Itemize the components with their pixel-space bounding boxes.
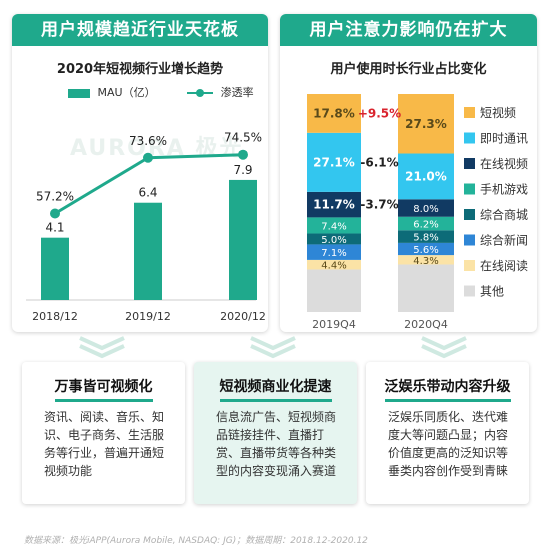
share-data-label: 4.3% xyxy=(413,256,438,267)
card-content-upgrade: 泛娱乐带动内容升级 泛娱乐同质化、迭代难度大等问题凸显；内容价值度更高的泛知识等… xyxy=(366,362,529,504)
legend-swatch xyxy=(464,260,475,271)
share-segment xyxy=(398,230,454,243)
share-chart: 4.4% 7.1% 5.0% 7.4% 11.7% 27.1% 17.8% 2019Q4 4.3… xyxy=(307,94,528,331)
legend-swatch xyxy=(464,234,475,246)
share-segment xyxy=(307,94,361,133)
mau-data-label: 7.9 xyxy=(233,163,252,177)
growth-legend: MAU（亿） 渗透率 xyxy=(68,84,254,100)
chevron-down-icon xyxy=(79,336,125,359)
share-segment xyxy=(307,217,361,234)
attention-panel: 用户注意力影响仍在扩大 用户使用时长行业占比变化 4.4% 7.1% 5.0% 7.4… xyxy=(280,14,537,332)
legend-swatch xyxy=(464,107,475,118)
mau-bar xyxy=(134,202,162,300)
share-segment xyxy=(398,94,454,154)
legend-swatch xyxy=(464,183,475,195)
card-title: 万事皆可视频化 xyxy=(54,376,153,402)
share-data-label: 5.6% xyxy=(413,245,438,256)
card-commercialization: 短视频商业化提速 信息流广告、短视频商品链接挂件、直播打赏、直播带货等各种类型的… xyxy=(194,362,357,504)
share-segment xyxy=(307,233,361,245)
penetration-point xyxy=(238,149,248,160)
card-body: 资讯、阅读、音乐、知识、电子商务、生活服务等行业，普遍开通短视频功能 xyxy=(44,410,165,478)
penetration-data-label: 57.2% xyxy=(36,190,74,204)
mau-legend-label: MAU（亿） xyxy=(97,86,156,99)
card-title: 短视频商业化提速 xyxy=(219,376,332,402)
share-data-label: 27.3% xyxy=(405,117,447,131)
share-data-label: 4.4% xyxy=(321,261,346,272)
share-segment xyxy=(307,132,361,192)
chevron-down-icon xyxy=(421,336,467,359)
mau-data-label: 6.4 xyxy=(138,186,157,200)
legend-label: 手机游戏 xyxy=(480,183,528,197)
legend-label: 在线阅读 xyxy=(480,259,528,273)
mau-bar xyxy=(41,237,69,300)
share-change-label: +9.5% xyxy=(358,106,401,120)
card-body: 泛娱乐同质化、迭代难度大等问题凸显；内容价值度更高的泛知识等垂类内容创作受到青睐 xyxy=(388,410,509,478)
card-video-everything: 万事皆可视频化 资讯、阅读、音乐、知识、电子商务、生活服务等行业，普遍开通短视频… xyxy=(22,362,185,504)
share-segment xyxy=(307,244,361,260)
penetration-point xyxy=(50,208,60,219)
legend-label: 短视频 xyxy=(480,105,516,120)
penetration-point xyxy=(143,152,153,163)
legend-label: 综合新闻 xyxy=(480,233,528,248)
share-segment xyxy=(398,199,454,217)
share-segment xyxy=(307,259,361,270)
penetration-legend-label: 渗透率 xyxy=(220,86,254,99)
attention-panel-header: 用户注意力影响仍在扩大 xyxy=(280,14,537,46)
legend-swatch xyxy=(464,209,475,220)
growth-chart-title: 2020年短视频行业增长趋势 xyxy=(56,62,224,77)
share-data-label: 11.7% xyxy=(313,198,355,212)
penetration-data-label: 74.5% xyxy=(224,131,262,145)
share-data-label: 8.0% xyxy=(413,204,438,215)
x-tick-label: 2020/12 xyxy=(220,310,266,323)
x-tick-label: 2019Q4 xyxy=(312,318,356,331)
user-scale-panel-header: 用户规模趋近行业天花板 xyxy=(12,14,268,46)
share-data-label: 17.8% xyxy=(313,106,355,120)
share-segment xyxy=(398,242,454,256)
legend-label: 在线视频 xyxy=(480,156,528,171)
growth-chart: 4.1 2018/12 6.4 2019/12 7.9 2020/12 57.2% 73.6%… xyxy=(26,131,266,323)
legend-swatch xyxy=(464,132,475,144)
legend-label: 其他 xyxy=(480,285,504,299)
mau-bar xyxy=(229,179,257,300)
x-tick-label: 2020Q4 xyxy=(404,318,448,331)
share-change-label: -3.7% xyxy=(360,198,398,212)
share-segment xyxy=(398,153,454,200)
card-body: 信息流广告、短视频商品链接挂件、直播打赏、直播带货等各种类型的内容变现涌入赛道 xyxy=(216,410,337,478)
share-data-label: 6.2% xyxy=(413,219,438,230)
share-data-label: 5.0% xyxy=(321,235,346,246)
share-data-label: 7.1% xyxy=(321,248,346,259)
share-segment xyxy=(307,191,361,218)
share-data-label: 21.0% xyxy=(405,169,447,183)
share-segment xyxy=(398,255,454,265)
share-segment xyxy=(307,269,361,312)
share-segment xyxy=(398,264,454,312)
share-data-label: 27.1% xyxy=(313,155,355,169)
user-scale-panel: 用户规模趋近行业天花板 2020年短视频行业增长趋势 AURORA 极光 MAU… xyxy=(12,14,268,332)
mau-legend-swatch xyxy=(68,88,90,98)
x-tick-label: 2018/12 xyxy=(32,310,78,323)
legend-label: 即时通讯 xyxy=(480,132,528,146)
chevron-down-icon xyxy=(250,336,296,359)
share-change-label: -6.1% xyxy=(360,155,398,169)
share-chart-title: 用户使用时长行业占比变化 xyxy=(330,62,487,77)
legend-label: 综合商城 xyxy=(480,207,528,222)
mau-data-label: 4.1 xyxy=(45,221,64,235)
legend-swatch xyxy=(464,285,475,297)
legend-swatch xyxy=(464,158,475,169)
card-title: 泛娱乐带动内容升级 xyxy=(384,376,511,402)
share-segment xyxy=(398,216,454,231)
data-source-note: 数据来源：极光iAPP(Aurora Mobile, NASDAQ: JG)；数… xyxy=(24,536,368,546)
penetration-legend-swatch xyxy=(187,88,214,98)
penetration-data-label: 73.6% xyxy=(129,134,167,148)
share-data-label: 7.4% xyxy=(321,221,346,232)
share-data-label: 5.8% xyxy=(413,233,438,244)
x-tick-label: 2019/12 xyxy=(125,310,171,323)
